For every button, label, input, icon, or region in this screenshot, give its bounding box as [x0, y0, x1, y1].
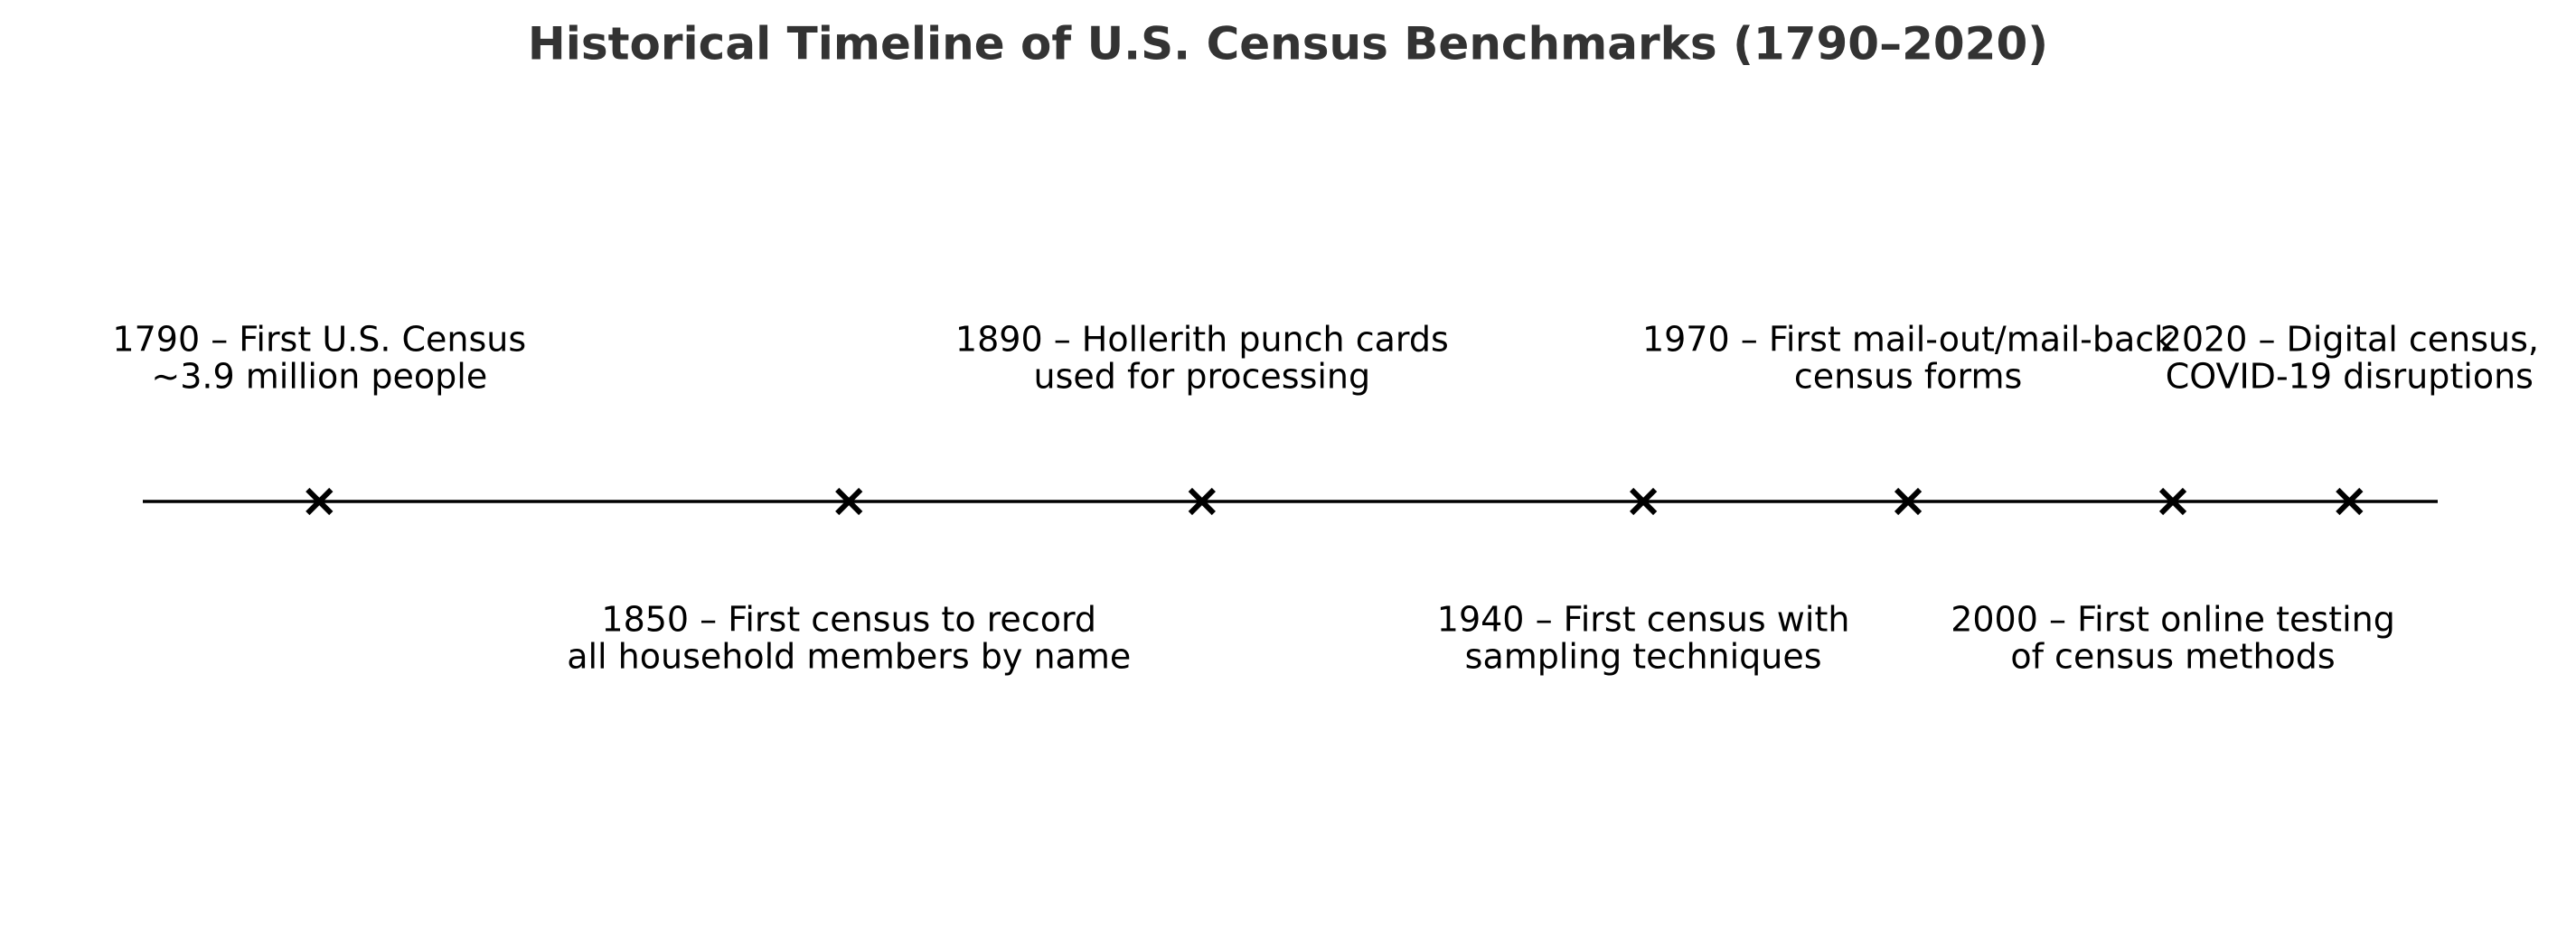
- x-marker-icon: [1629, 487, 1658, 516]
- x-marker-icon: [2158, 487, 2187, 516]
- chart-title: Historical Timeline of U.S. Census Bench…: [528, 18, 2048, 70]
- event-label: 1970 – First mail-out/mail-back census fo…: [1642, 320, 2174, 397]
- event-label-line: 1970 – First mail-out/mail-back: [1642, 320, 2174, 360]
- event-label: 2020 – Digital census, COVID-19 disruptio…: [2160, 320, 2539, 397]
- timeline-event-1890: 1890 – Hollerith punch cards used for pro…: [955, 320, 1449, 516]
- event-label: 1940 – First census with sampling techniq…: [1437, 600, 1850, 677]
- event-label-line: 1890 – Hollerith punch cards: [955, 320, 1449, 360]
- event-label-line: 2000 – First online testing: [1951, 600, 2395, 640]
- event-label-line: sampling techniques: [1465, 637, 1822, 677]
- event-label: 1850 – First census to record all househo…: [567, 600, 1131, 677]
- event-label-line: 1850 – First census to record: [601, 600, 1096, 640]
- event-label: 1790 – First U.S. Census ~3.9 million peo…: [112, 320, 526, 397]
- x-marker-icon: [2336, 487, 2364, 516]
- timeline-event-1850: 1850 – First census to record all househo…: [567, 487, 1131, 677]
- event-label-line: ~3.9 million people: [151, 357, 487, 397]
- timeline-event-1970: 1970 – First mail-out/mail-back census fo…: [1642, 320, 2174, 516]
- event-label-line: COVID-19 disruptions: [2166, 357, 2534, 397]
- timeline-event-1940: 1940 – First census with sampling techniq…: [1437, 487, 1850, 677]
- event-label-line: 1790 – First U.S. Census: [112, 320, 526, 360]
- timeline-event-2000: 2000 – First online testing of census met…: [1951, 487, 2395, 677]
- timeline-event-1790: 1790 – First U.S. Census ~3.9 million peo…: [112, 320, 526, 516]
- timeline-events: 1790 – First U.S. Census ~3.9 million peo…: [112, 320, 2539, 677]
- event-label-line: of census methods: [2010, 637, 2335, 677]
- x-marker-icon: [306, 487, 334, 516]
- event-label-line: all household members by name: [567, 637, 1131, 677]
- event-label: 1890 – Hollerith punch cards used for pro…: [955, 320, 1449, 397]
- timeline-event-2020: 2020 – Digital census, COVID-19 disruptio…: [2160, 320, 2539, 516]
- x-marker-icon: [1188, 487, 1216, 516]
- event-label-line: 1940 – First census with: [1437, 600, 1850, 640]
- x-marker-icon: [835, 487, 863, 516]
- x-marker-icon: [1894, 487, 1923, 516]
- event-label-line: census forms: [1794, 357, 2023, 397]
- event-label: 2000 – First online testing of census met…: [1951, 600, 2395, 677]
- event-label-line: used for processing: [1034, 357, 1371, 397]
- event-label-line: 2020 – Digital census,: [2160, 320, 2539, 360]
